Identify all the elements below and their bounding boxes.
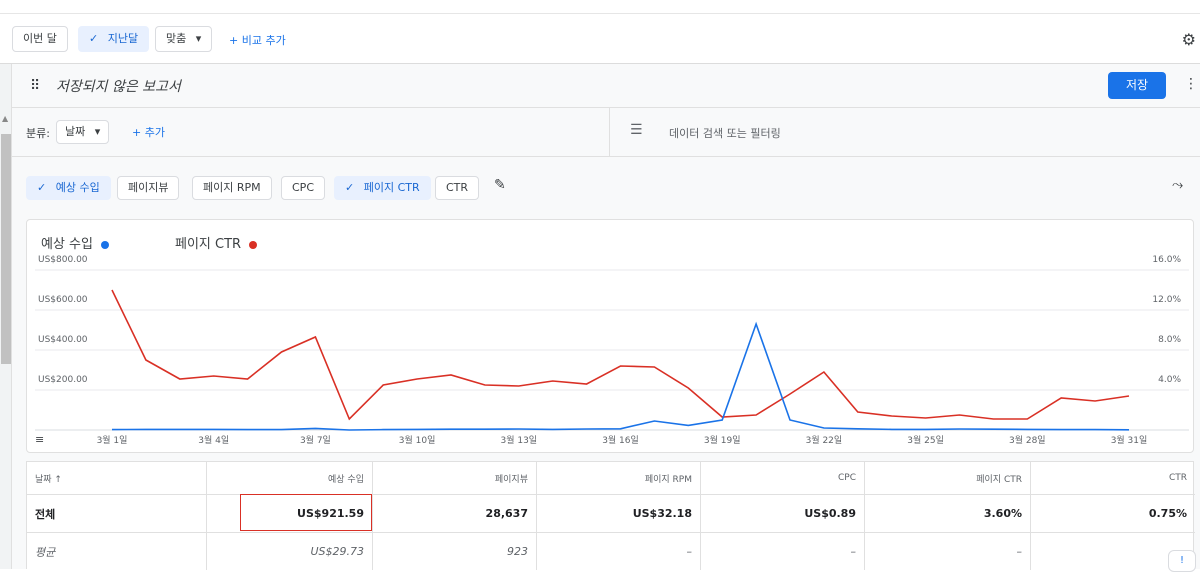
save-button[interactable]: 저장 [1108,72,1166,99]
search-filter-input[interactable]: 데이터 검색 또는 필터링 [669,127,781,140]
y-right-tick-label: 12.0% [1152,295,1181,305]
report-table: 날짜 ↑ 예상 수입 페이지뷰 페이지 RPM CPC 페이지 CTR CTR … [26,461,1195,570]
average-page-ctr: – [865,533,1031,570]
breakdown-filter-row: 분류: 날짜 ▾ + 추가 ☰ 데이터 검색 또는 필터링 [12,108,1200,157]
metric-chip-ctr[interactable]: CTR [435,176,480,200]
table-row-average: 평균 US$29.73 923 – – – [27,533,1195,570]
col-header-page-rpm[interactable]: 페이지 RPM [537,462,701,494]
add-breakdown-link[interactable]: + 추가 [132,126,165,139]
x-tick-label: 3월 7일 [300,434,331,446]
metric-chip-cpc[interactable]: CPC [281,176,325,200]
range-chip-this-month[interactable]: 이번 달 [12,26,68,52]
col-header-date[interactable]: 날짜 ↑ [27,462,207,494]
y-left-tick-label: US$600.00 [38,295,88,305]
highlight-box [240,494,372,531]
metric-chip-pageviews[interactable]: 페이지뷰 [117,176,180,200]
x-tick-label: 3월 13일 [500,434,537,446]
check-icon: ✓ [89,32,99,45]
chart-menu-icon: ≡ [35,433,44,446]
left-scrollbar[interactable]: ▲ [0,64,12,569]
x-tick-label: 3월 25일 [907,434,944,446]
col-header-ctr[interactable]: CTR [1168,473,1187,483]
average-label: 평균 [27,533,207,570]
total-pageviews: 28,637 [373,495,537,532]
metric-chip-row: ✓ 예상 수입 페이지뷰 페이지 RPM CPC ✓ 페이지 CTR CTR ✎… [12,157,1200,217]
table-row-total: 전체 US$921.59 28,637 US$32.18 US$0.89 3.6… [27,495,1195,533]
report-title: 저장되지 않은 보고서 [56,79,181,95]
total-label: 전체 [27,495,207,532]
range-chip-last-month[interactable]: ✓ 지난달 [78,26,150,52]
top-strip [0,0,1200,14]
legend-earnings-dot [100,240,109,249]
series-line-earnings [111,321,1130,431]
more-vert-icon[interactable]: ⋮ [1184,76,1198,92]
total-ctr: 0.75% [1148,507,1187,520]
col-header-earnings[interactable]: 예상 수입 [207,462,373,494]
x-tick-label: 3월 1일 [97,434,128,446]
chart-card: 예상 수입 페이지 CTR US$200.00 4.0% US$400.00 8.0%… [26,219,1194,453]
edit-pencil-icon[interactable]: ✎ [494,177,506,193]
x-tick-label: 3월 22일 [806,434,843,446]
col-header-pageviews[interactable]: 페이지뷰 [373,462,537,494]
range-chip-custom[interactable]: 맞춤 ▾ [155,26,213,52]
total-page-ctr: 3.60% [865,495,1031,532]
scrollbar-thumb[interactable] [1,134,11,364]
gear-icon[interactable]: ⚙ [1181,30,1196,49]
chevron-down-icon: ▾ [195,32,202,45]
total-cpc: US$0.89 [701,495,865,532]
y-left-tick-label: US$400.00 [38,335,88,345]
breakdown-label: 분류: [26,127,50,140]
y-right-tick-label: 16.0% [1152,255,1181,265]
table-header-row: 날짜 ↑ 예상 수입 페이지뷰 페이지 RPM CPC 페이지 CTR CTR [27,462,1195,495]
legend-page-ctr: 페이지 CTR [175,233,258,252]
y-right-tick-label: 8.0% [1158,335,1181,345]
apps-grid-icon[interactable]: ⠿ [30,78,40,94]
report-panel: ⠿ 저장되지 않은 보고서 저장 ⋮ 분류: 날짜 ▾ + 추가 ☰ 데이터 검… [12,64,1200,570]
date-range-toolbar: 이번 달 ✓ 지난달 맞춤 ▾ + 비교 추가 ⚙ [0,14,1200,64]
line-chart: US$200.00 4.0% US$400.00 8.0% US$600.00 12.0%… [35,255,1189,446]
scroll-up-icon[interactable]: ▲ [2,114,9,123]
y-left-tick-label: US$800.00 [38,255,88,265]
trend-toggle-icon[interactable]: ⤳ [1172,177,1184,193]
x-tick-label: 3월 28일 [1009,434,1046,446]
average-pageviews: 923 [373,533,537,570]
metric-chip-earnings[interactable]: ✓ 예상 수입 [26,176,111,200]
add-comparison-link[interactable]: + 비교 추가 [229,34,286,47]
average-cpc: – [701,533,865,570]
col-header-page-ctr[interactable]: 페이지 CTR [865,462,1031,494]
x-tick-label: 3월 16일 [602,434,639,446]
y-right-tick-label: 4.0% [1158,375,1181,385]
average-earnings: US$29.73 [207,533,373,570]
average-page-rpm: – [537,533,701,570]
col-header-cpc[interactable]: CPC [701,462,865,494]
x-tick-label: 3월 4일 [198,434,229,446]
y-left-tick-label: US$200.00 [38,375,88,385]
x-tick-label: 3월 10일 [399,434,436,446]
metric-chip-page-rpm[interactable]: 페이지 RPM [192,176,272,200]
check-icon: ✓ [345,181,355,194]
total-page-rpm: US$32.18 [537,495,701,532]
x-tick-label: 3월 19일 [704,434,741,446]
x-tick-label: 3월 31일 [1111,434,1148,446]
breakdown-dimension-dropdown[interactable]: 날짜 ▾ [56,120,110,144]
check-icon: ✓ [37,181,47,194]
total-earnings: US$921.59 [207,495,373,532]
report-header: ⠿ 저장되지 않은 보고서 저장 ⋮ [12,64,1200,108]
divider [609,108,610,157]
metric-chip-page-ctr[interactable]: ✓ 페이지 CTR [334,176,431,200]
filter-icon[interactable]: ☰ [630,122,643,138]
series-line-page-ctr [111,289,1130,421]
chevron-down-icon: ▾ [94,125,101,138]
legend-page-ctr-dot [249,240,258,249]
legend-earnings: 예상 수입 [41,233,109,252]
